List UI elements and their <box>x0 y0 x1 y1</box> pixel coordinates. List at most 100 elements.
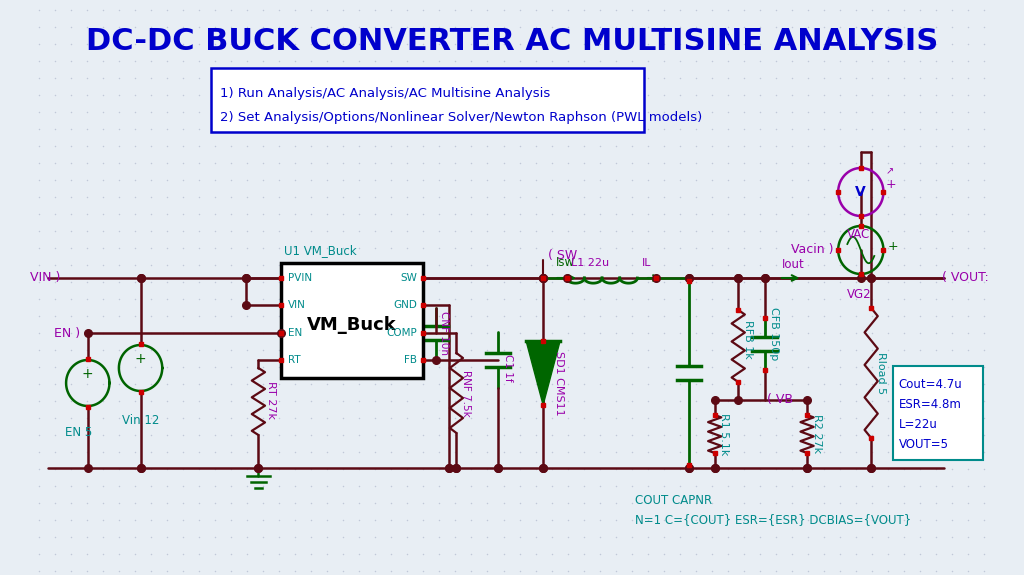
Point <box>961 328 977 338</box>
Point <box>399 380 416 389</box>
Point <box>912 532 929 542</box>
Point <box>607 74 624 83</box>
Point <box>880 294 896 304</box>
Point <box>142 566 159 575</box>
Point <box>752 124 768 133</box>
Point <box>159 124 175 133</box>
Point <box>46 260 62 270</box>
Point <box>912 5 929 14</box>
Point <box>127 532 143 542</box>
Point <box>31 396 47 405</box>
Point <box>896 277 912 286</box>
Point <box>496 22 512 32</box>
Point <box>752 515 768 524</box>
Point <box>383 22 399 32</box>
Point <box>255 396 271 405</box>
Point <box>703 346 720 355</box>
Point <box>287 141 303 151</box>
Point <box>368 209 384 218</box>
Point <box>383 328 399 338</box>
Point <box>816 209 833 218</box>
Point <box>976 465 992 474</box>
Point <box>94 465 111 474</box>
Point <box>335 499 351 508</box>
Point <box>752 499 768 508</box>
Point <box>896 431 912 440</box>
Point <box>640 193 656 202</box>
Point <box>351 312 368 321</box>
Point <box>175 431 191 440</box>
Point <box>640 312 656 321</box>
Point <box>415 193 431 202</box>
Text: DC-DC BUCK CONVERTER AC MULTISINE ANALYSIS: DC-DC BUCK CONVERTER AC MULTISINE ANALYS… <box>86 28 938 56</box>
Point <box>190 431 207 440</box>
Point <box>768 328 784 338</box>
Point <box>223 549 240 558</box>
FancyBboxPatch shape <box>211 68 644 132</box>
Point <box>239 141 255 151</box>
Point <box>703 90 720 99</box>
Point <box>768 56 784 66</box>
Point <box>175 413 191 423</box>
Point <box>303 56 319 66</box>
Point <box>752 243 768 252</box>
Point <box>111 277 127 286</box>
Point <box>559 5 575 14</box>
Point <box>976 90 992 99</box>
Point <box>207 499 223 508</box>
Point <box>447 108 464 117</box>
Point <box>447 56 464 66</box>
Point <box>239 294 255 304</box>
Point <box>175 193 191 202</box>
Point <box>319 124 336 133</box>
Text: IL: IL <box>642 258 651 268</box>
Point <box>880 447 896 457</box>
Point <box>816 481 833 490</box>
Point <box>655 243 672 252</box>
Point <box>752 158 768 167</box>
Point <box>190 481 207 490</box>
Point <box>976 175 992 185</box>
Point <box>447 532 464 542</box>
Point <box>46 532 62 542</box>
Point <box>31 5 47 14</box>
Point <box>319 277 336 286</box>
Point <box>479 56 496 66</box>
Point <box>479 566 496 575</box>
Point <box>928 124 944 133</box>
Point <box>961 5 977 14</box>
Point <box>335 193 351 202</box>
Point <box>287 294 303 304</box>
Point <box>703 5 720 14</box>
Point <box>735 413 752 423</box>
Point <box>223 328 240 338</box>
Point <box>527 74 544 83</box>
Point <box>46 277 62 286</box>
Point <box>961 90 977 99</box>
Point <box>463 566 479 575</box>
Point <box>335 566 351 575</box>
Point <box>190 74 207 83</box>
Point <box>223 56 240 66</box>
Point <box>207 294 223 304</box>
Point <box>142 22 159 32</box>
Point <box>159 431 175 440</box>
Point <box>800 193 816 202</box>
Text: EN 5: EN 5 <box>65 427 92 439</box>
Point <box>207 5 223 14</box>
Point <box>335 56 351 66</box>
Point <box>223 515 240 524</box>
Point <box>62 227 79 236</box>
Point <box>255 380 271 389</box>
Point <box>159 260 175 270</box>
Point <box>928 108 944 117</box>
Point <box>640 227 656 236</box>
Point <box>287 515 303 524</box>
Point <box>190 499 207 508</box>
Point <box>79 277 95 286</box>
Point <box>752 413 768 423</box>
Point <box>720 515 736 524</box>
Point <box>768 40 784 49</box>
Point <box>896 396 912 405</box>
Point <box>383 413 399 423</box>
